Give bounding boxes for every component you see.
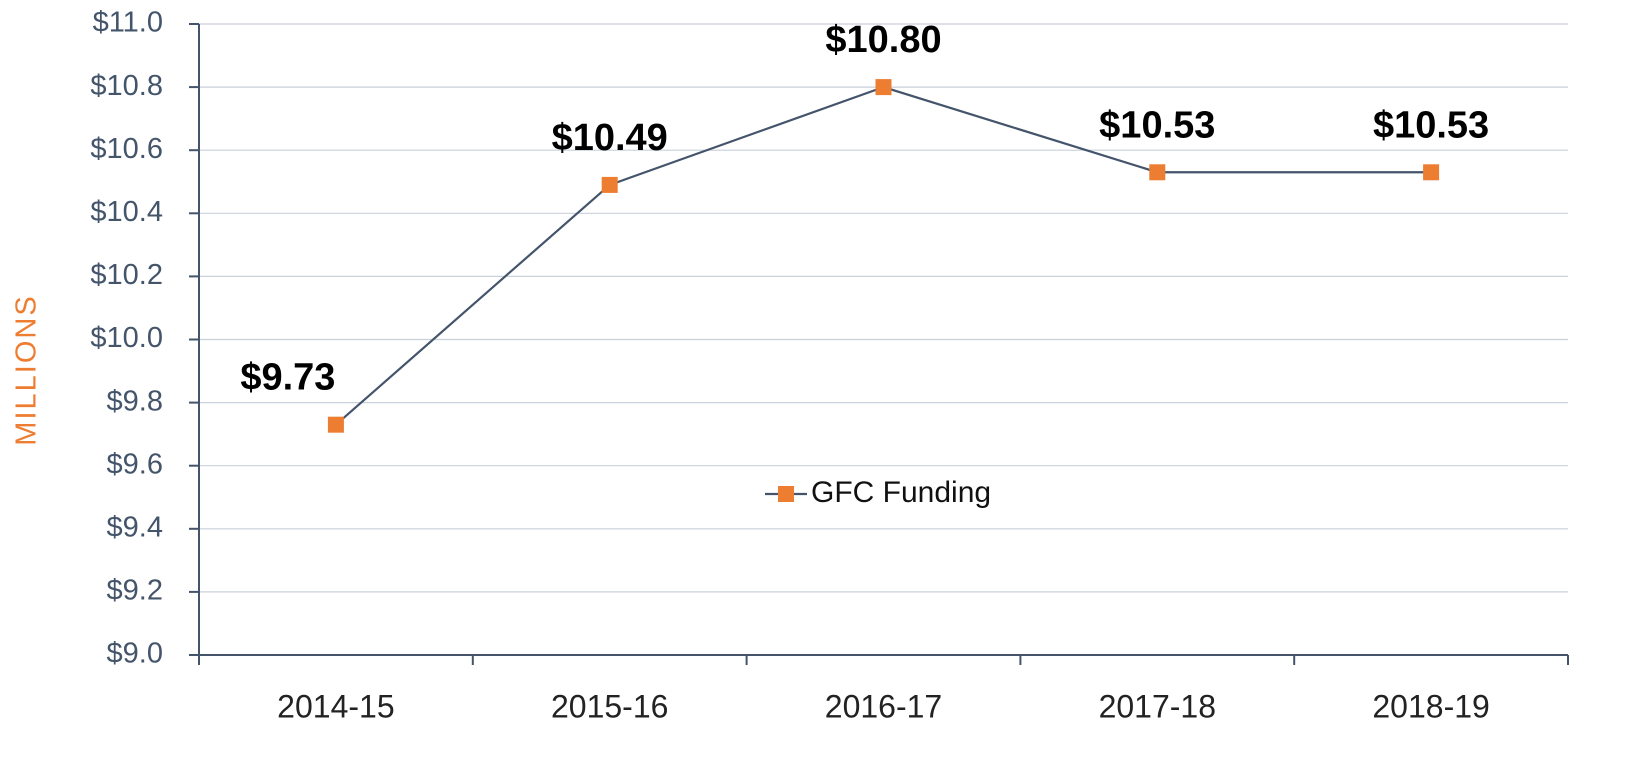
data-label: $10.49 [552,117,668,159]
x-tick-label: 2018-19 [1372,688,1489,724]
x-tick-label: 2015-16 [551,688,668,724]
y-axis-label: MILLIONS [11,294,43,445]
y-tick-label: $10.6 [90,133,163,165]
legend-label: GFC Funding [811,476,991,509]
data-label: $10.53 [1373,104,1489,146]
y-tick-label: $10.2 [90,259,163,291]
data-label: $10.80 [825,19,941,61]
y-tick-label: $9.2 [107,575,163,607]
y-tick-label: $11.0 [93,7,163,39]
y-tick-label: $9.0 [107,638,163,670]
marker [327,416,344,433]
y-tick-label: $9.4 [107,511,163,543]
marker [601,176,618,193]
marker [1423,164,1440,181]
y-tick-label: $10.0 [90,322,163,354]
y-tick-label: $9.8 [107,385,163,417]
legend-marker [778,486,794,502]
x-tick-label: 2016-17 [825,688,942,724]
line [335,85,1432,426]
marker [1149,164,1166,181]
data-label: $10.53 [1099,104,1215,146]
marker [875,79,892,96]
y-tick-label: $10.8 [90,70,163,102]
y-tick-label: $10.4 [90,196,163,228]
x-tick-label: 2014-15 [277,688,394,724]
y-tick-label: $9.6 [107,448,163,480]
data-label: $9.73 [240,357,335,399]
x-tick-label: 2017-18 [1099,688,1216,724]
